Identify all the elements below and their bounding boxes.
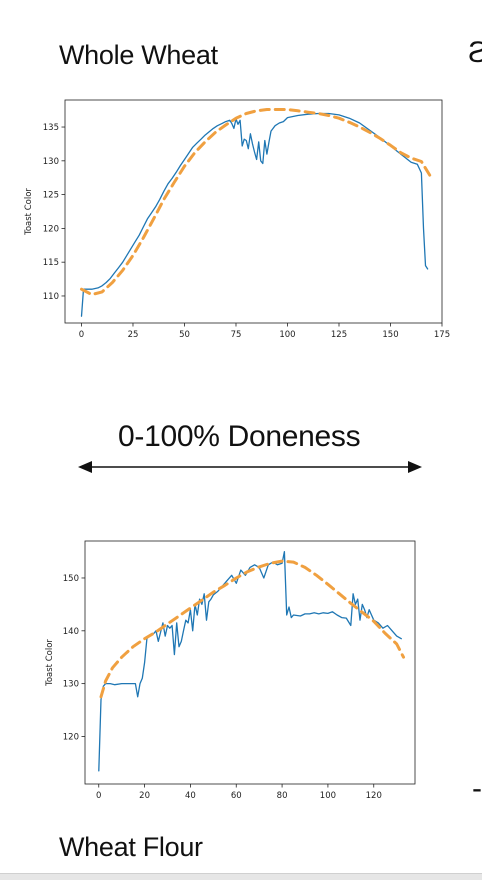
whole-wheat-plot-frame	[64, 99, 443, 324]
whole-wheat-measured-series	[80, 112, 429, 317]
whole-wheat-y-tick-label: 130	[43, 157, 59, 167]
whole-wheat-y-tick-label: 115	[43, 258, 59, 268]
wheat-flour-x-tick-label: 100	[320, 791, 336, 801]
whole-wheat-y-tick-label: 110	[43, 292, 59, 302]
wheat-flour-x-tick-label: 80	[277, 791, 288, 801]
wheat-flour-y-tick-label: 130	[63, 680, 79, 690]
wheat-flour-x-tick-label: 120	[366, 791, 382, 801]
offslide-text-bottom: -	[472, 772, 482, 805]
whole-wheat-y-axis-label: Toast Color	[24, 188, 34, 236]
wheat-flour-fit-curve	[99, 559, 405, 699]
whole-wheat-x-tick-label: 100	[279, 330, 295, 340]
doneness-arrow	[78, 461, 422, 473]
wheat-flour-y-tick-label: 150	[63, 574, 79, 584]
wheat-flour-title: Wheat Flour	[59, 832, 203, 862]
whole-wheat-y-tick-label: 120	[43, 224, 59, 234]
whole-wheat-x-tick-label: 25	[128, 330, 139, 340]
window-bottom-edge	[0, 873, 482, 880]
whole-wheat-fit-curve	[80, 108, 434, 297]
arrow-left-head-icon	[78, 461, 92, 473]
whole-wheat-title: Whole Wheat	[59, 40, 218, 70]
whole-wheat-y-tick-label: 125	[43, 191, 59, 201]
offslide-text-top: Ƨ	[467, 36, 482, 69]
wheat-flour-x-tick-label: 60	[231, 791, 242, 801]
whole-wheat-x-tick-label: 50	[179, 330, 190, 340]
arrow-right-head-icon	[408, 461, 422, 473]
wheat-flour-x-tick-label: 0	[96, 791, 101, 801]
wheat-flour-x-tick-label: 20	[139, 791, 150, 801]
whole-wheat-y-tick-label: 135	[43, 123, 59, 133]
whole-wheat-chart: 0 25 50 75 100 125 150 175 110 115 120 125 130 135 Toa…	[24, 99, 450, 340]
whole-wheat-x-tick-label: 0	[79, 330, 84, 340]
whole-wheat-x-tick-label: 75	[231, 330, 242, 340]
doneness-label: 0-100% Doneness	[118, 420, 361, 453]
wheat-flour-chart: 0 20 40 60 80 100 120 120 130 140 150 Toast Color	[45, 540, 416, 801]
wheat-flour-y-axis-label: Toast Color	[45, 639, 55, 687]
wheat-flour-plot-frame	[84, 540, 416, 785]
wheat-flour-y-tick-label: 140	[63, 627, 79, 637]
wheat-flour-measured-series	[98, 550, 402, 772]
whole-wheat-x-tick-label: 150	[382, 330, 398, 340]
wheat-flour-y-tick-label: 120	[63, 732, 79, 742]
wheat-flour-x-tick-label: 40	[185, 791, 196, 801]
whole-wheat-x-tick-label: 175	[434, 330, 450, 340]
whole-wheat-x-tick-label: 125	[331, 330, 347, 340]
